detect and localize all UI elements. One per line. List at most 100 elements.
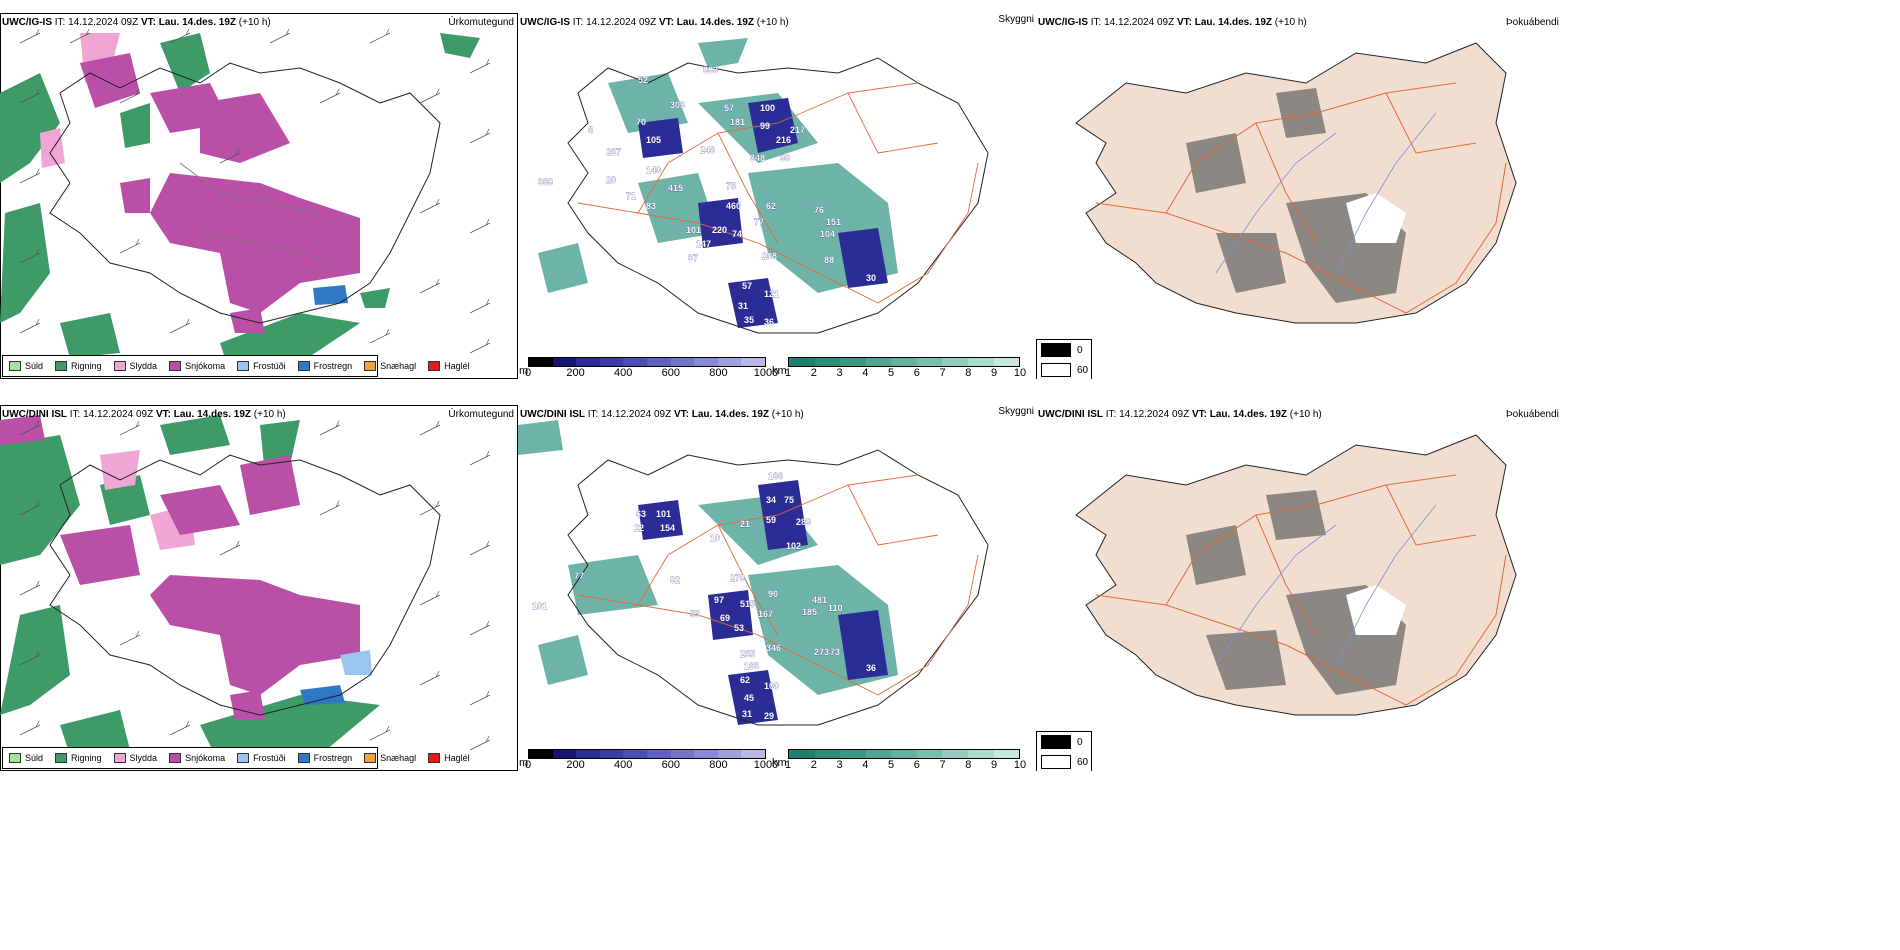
panel-title-cloud: Skyggni <box>998 14 1034 25</box>
vt-label: VT: <box>1176 17 1192 28</box>
it-value: 14.12.2024 09Z <box>601 409 672 420</box>
fog-legend-low: 0 <box>1077 344 1083 356</box>
lead-time: (+10 h) <box>1289 409 1322 420</box>
vt-label: VT: <box>658 17 674 28</box>
svg-text:36: 36 <box>764 317 774 327</box>
panel-header: UWC/IG-IS IT: 14.12.2024 09Z VT: Lau. 14… <box>520 17 789 28</box>
legend-item-hail: Haglél <box>428 361 470 371</box>
fog-legend: 0 60 <box>1036 339 1092 379</box>
fog-legend-high: 60 <box>1077 756 1089 768</box>
svg-text:246: 246 <box>700 145 715 155</box>
svg-text:75: 75 <box>784 495 794 505</box>
vt-label: VT: <box>673 409 689 420</box>
svg-text:6: 6 <box>588 125 593 135</box>
legend-item-freezing-drizzle: Frostúði <box>237 753 286 763</box>
legend-item-snow: Snjókoma <box>169 753 225 763</box>
svg-text:154: 154 <box>660 523 675 533</box>
fog-map-bottom <box>1075 434 1517 716</box>
svg-text:77: 77 <box>574 571 584 581</box>
rain-areas <box>0 33 480 373</box>
svg-text:99: 99 <box>760 121 770 131</box>
fog-panel-top: UWC/IG-IS IT: 14.12.2024 09Z VT: Lau. 14… <box>1036 13 1900 379</box>
svg-text:35: 35 <box>744 315 754 325</box>
svg-text:57: 57 <box>724 103 734 113</box>
legend-item-sleet: Slydda <box>113 753 157 763</box>
cloud-base-unit: m <box>519 365 529 377</box>
svg-text:515: 515 <box>740 599 755 609</box>
svg-text:74: 74 <box>732 229 742 239</box>
svg-text:62: 62 <box>740 675 750 685</box>
legend-item-hail: Haglél <box>428 753 470 763</box>
fog-panel-bottom: UWC/DINI ISL IT: 14.12.2024 09Z VT: Lau.… <box>1036 405 1900 771</box>
vt-value: Lau. 14.des. 19Z <box>1209 409 1288 420</box>
it-value: 14.12.2024 09Z <box>68 17 139 28</box>
visibility-colorbar: 1 2 3 4 5 6 7 8 9 10 <box>785 749 1026 771</box>
lead-time: (+10 h) <box>253 409 286 420</box>
svg-text:70: 70 <box>636 117 646 127</box>
svg-text:76: 76 <box>814 205 824 215</box>
legend-item-freezing-drizzle: Frostúði <box>237 361 286 371</box>
svg-text:69: 69 <box>720 613 730 623</box>
legend-item-rain: Rigning <box>55 361 102 371</box>
svg-text:97: 97 <box>714 595 724 605</box>
svg-text:36: 36 <box>866 663 876 673</box>
svg-text:267: 267 <box>606 147 621 157</box>
lead-time: (+10 h) <box>1274 17 1307 28</box>
panel-title-precip: Úrkomutegund <box>448 17 514 28</box>
visibility-unit: km <box>772 365 787 377</box>
svg-text:460: 460 <box>726 201 741 211</box>
svg-text:278: 278 <box>730 573 745 583</box>
svg-text:883: 883 <box>703 65 718 75</box>
panel-header: UWC/IG-IS IT: 14.12.2024 09Z VT: Lau. 14… <box>2 17 271 28</box>
lead-time: (+10 h) <box>238 17 271 28</box>
svg-text:101: 101 <box>656 509 671 519</box>
svg-text:31: 31 <box>742 709 752 719</box>
svg-text:348: 348 <box>750 153 765 163</box>
panel-header: UWC/DINI ISL IT: 14.12.2024 09Z VT: Lau.… <box>520 409 804 420</box>
it-label: IT: <box>69 409 81 420</box>
cloud-map-top <box>538 38 989 334</box>
svg-text:59: 59 <box>766 515 776 525</box>
model-name: UWC/IG-IS <box>2 17 52 28</box>
vt-value: Lau. 14.des. 19Z <box>691 409 770 420</box>
legend-item-sleet: Slydda <box>113 361 157 371</box>
visibility-colorbar: 1 2 3 4 5 6 7 8 9 10 <box>785 357 1026 379</box>
svg-text:52: 52 <box>638 75 648 85</box>
fog-legend-high: 60 <box>1077 364 1089 376</box>
legend-item-snow: Snjókoma <box>169 361 225 371</box>
panel-title-fog: Þokuábendi <box>1506 17 1559 28</box>
it-label: IT: <box>587 409 599 420</box>
model-name: UWC/DINI ISL <box>520 409 585 420</box>
svg-text:75: 75 <box>726 181 736 191</box>
svg-text:216: 216 <box>776 135 791 145</box>
vt-value: Lau. 14.des. 19Z <box>158 17 237 28</box>
panel-title-cloud: Skyggni <box>998 406 1034 417</box>
svg-text:53: 53 <box>734 623 744 633</box>
svg-text:82: 82 <box>670 575 680 585</box>
svg-text:415: 415 <box>668 183 683 193</box>
panel-header: UWC/DINI ISL IT: 14.12.2024 09Z VT: Lau.… <box>2 409 286 420</box>
model-name: UWC/DINI ISL <box>2 409 67 420</box>
vt-value: Lau. 14.des. 19Z <box>1194 17 1273 28</box>
svg-text:255: 255 <box>740 649 755 659</box>
svg-text:10: 10 <box>710 533 720 543</box>
low-cloud-base-areas <box>638 98 888 328</box>
fog-index-areas <box>1186 88 1406 303</box>
svg-text:37: 37 <box>688 253 698 263</box>
svg-text:151: 151 <box>826 217 841 227</box>
svg-text:100: 100 <box>764 681 779 691</box>
svg-text:121: 121 <box>764 289 779 299</box>
svg-text:104: 104 <box>820 229 835 239</box>
it-label: IT: <box>572 17 584 28</box>
svg-text:481: 481 <box>812 595 827 605</box>
svg-text:20: 20 <box>606 175 616 185</box>
svg-text:147: 147 <box>696 239 711 249</box>
it-value: 14.12.2024 09Z <box>586 17 657 28</box>
svg-text:181: 181 <box>730 117 745 127</box>
it-label: IT: <box>1090 17 1102 28</box>
cloud-base-colorbar: 0 200 400 600 800 1000 <box>525 749 778 771</box>
svg-text:101: 101 <box>532 601 547 611</box>
svg-text:105: 105 <box>646 135 661 145</box>
svg-text:289: 289 <box>796 517 811 527</box>
legend-item-snow-grains: Snæhagl <box>364 753 416 763</box>
